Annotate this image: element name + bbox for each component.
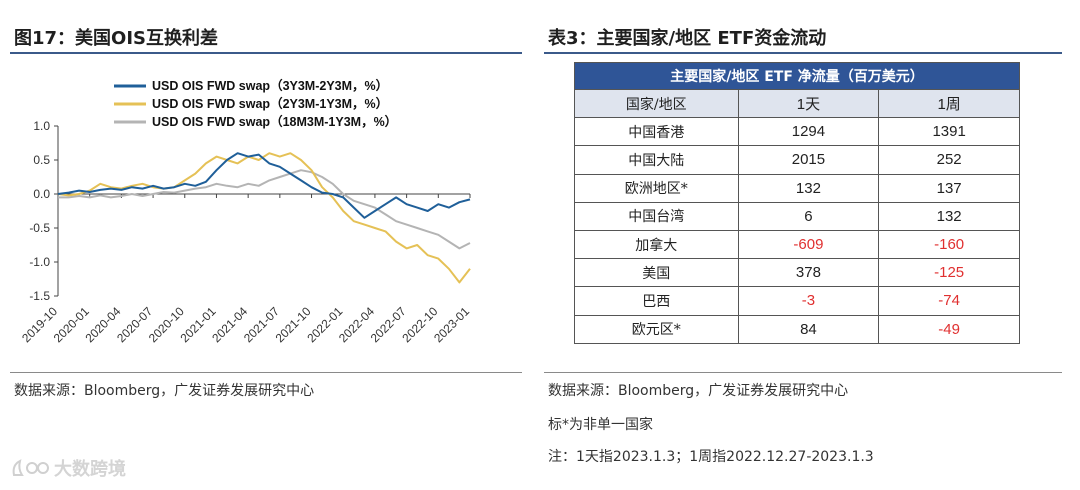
- series-line-1: [57, 152, 471, 219]
- chart-title: 图17：美国OIS互换利差: [14, 28, 219, 49]
- table-row: 中国香港 1294 1391: [574, 117, 1020, 147]
- table-footnote-star: 标*为非单一国家: [548, 417, 653, 433]
- week-cell: 1391: [878, 117, 1020, 147]
- table-title: 表3：主要国家/地区 ETF资金流动: [548, 28, 827, 49]
- table-row: 中国台湾 6 132: [574, 201, 1020, 231]
- y-tick-label: -0.5: [29, 221, 50, 235]
- table-row: 中国大陆 2015 252: [574, 145, 1020, 175]
- watermark: 大数跨境: [10, 455, 126, 481]
- title-divider: [10, 52, 522, 54]
- day-cell: 84: [737, 314, 880, 344]
- week-cell: -49: [878, 314, 1020, 344]
- week-cell: 132: [878, 201, 1020, 231]
- header-week: 1周: [878, 88, 1020, 119]
- day-cell: 1294: [737, 117, 880, 147]
- table-row: 美国 378 -125: [574, 258, 1020, 288]
- day-cell: 132: [737, 173, 880, 203]
- x-axis: 2019-102020-012020-042020-072020-102021-…: [19, 193, 472, 345]
- table-caption: 主要国家/地区 ETF 净流量（百万美元）: [574, 62, 1020, 90]
- y-tick-label: 1.0: [33, 119, 50, 133]
- y-tick-label: 0.5: [33, 153, 50, 167]
- header-region: 国家/地区: [574, 88, 739, 119]
- y-tick-label: -1.5: [29, 289, 50, 303]
- week-cell: -125: [878, 258, 1020, 288]
- series-line-3: [58, 169, 471, 250]
- day-cell: 2015: [737, 145, 880, 175]
- series-layer: [57, 152, 471, 284]
- chart-source-note: 数据来源：Bloomberg，广发证券发展研究中心: [14, 383, 315, 399]
- y-tick-label: -1.0: [29, 255, 50, 269]
- table-row: 欧洲地区* 132 137: [574, 173, 1020, 203]
- table-footnote-dates: 注：1天指2023.1.3；1周指2022.12.27-2023.1.3: [548, 449, 874, 465]
- region-cell: 中国香港: [574, 117, 739, 147]
- day-cell: 378: [737, 258, 880, 288]
- x-tick-label: 2023-01: [431, 304, 472, 345]
- chart-legend: USD OIS FWD swap（3Y3M-2Y3M，%） USD OIS FWD…: [114, 78, 397, 129]
- etf-flow-table: 主要国家/地区 ETF 净流量（百万美元） 国家/地区 1天 1周 中国香港 1…: [574, 62, 1020, 344]
- watermark-logo-icon: [12, 459, 49, 476]
- region-cell: 中国台湾: [574, 201, 739, 231]
- y-tick-label: 0.0: [33, 187, 50, 201]
- legend-label: USD OIS FWD swap（2Y3M-1Y3M，%）: [152, 96, 388, 111]
- week-cell: 137: [878, 173, 1020, 203]
- region-cell: 欧洲地区*: [574, 173, 739, 203]
- y-axis: 1.0 0.5 0.0 -0.5 -1.0 -1.5: [29, 119, 59, 303]
- table-title-divider: [544, 52, 1062, 54]
- region-cell: 欧元区*: [574, 314, 739, 344]
- region-cell: 中国大陆: [574, 145, 739, 175]
- region-cell: 美国: [574, 258, 739, 288]
- region-cell: 巴西: [574, 286, 739, 316]
- watermark-text: 大数跨境: [54, 459, 126, 480]
- header-day: 1天: [737, 88, 880, 119]
- series-line-2: [57, 152, 471, 284]
- table-row: 加拿大 -609 -160: [574, 229, 1020, 260]
- ois-swap-chart: USD OIS FWD swap（3Y3M-2Y3M，%） USD OIS FWD…: [19, 78, 472, 345]
- day-cell: -609: [737, 229, 880, 260]
- week-cell: -160: [878, 229, 1020, 260]
- legend-label: USD OIS FWD swap（3Y3M-2Y3M，%）: [152, 78, 388, 93]
- table-source-divider: [544, 372, 1062, 373]
- table-header-row: 国家/地区 1天 1周: [574, 88, 1020, 119]
- week-cell: 252: [878, 145, 1020, 175]
- table-row: 巴西 -3 -74: [574, 286, 1020, 316]
- region-cell: 加拿大: [574, 229, 739, 260]
- table-source-note: 数据来源：Bloomberg，广发证券发展研究中心: [548, 383, 849, 399]
- day-cell: -3: [737, 286, 880, 316]
- legend-label: USD OIS FWD swap（18M3M-1Y3M，%）: [152, 114, 397, 129]
- day-cell: 6: [737, 201, 880, 231]
- source-divider: [10, 372, 522, 373]
- week-cell: -74: [878, 286, 1020, 316]
- table-row: 欧元区* 84 -49: [574, 314, 1020, 344]
